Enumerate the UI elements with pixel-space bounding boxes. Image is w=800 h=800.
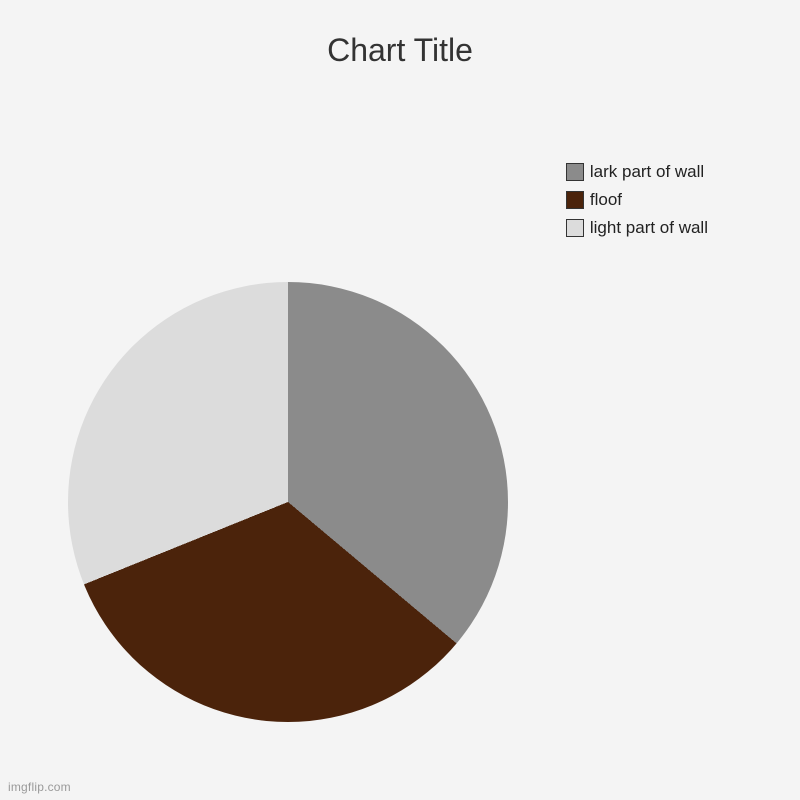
legend-swatch-floof xyxy=(566,191,584,209)
legend: lark part of wall floof light part of wa… xyxy=(566,162,708,238)
pie-chart xyxy=(68,282,508,722)
watermark: imgflip.com xyxy=(8,780,71,794)
pie-graphic xyxy=(68,282,508,722)
legend-swatch-light xyxy=(566,219,584,237)
legend-item: floof xyxy=(566,190,708,210)
chart-title: Chart Title xyxy=(0,32,800,69)
legend-label: light part of wall xyxy=(590,218,708,238)
legend-item: light part of wall xyxy=(566,218,708,238)
legend-item: lark part of wall xyxy=(566,162,708,182)
legend-swatch-lark xyxy=(566,163,584,181)
legend-label: floof xyxy=(590,190,622,210)
legend-label: lark part of wall xyxy=(590,162,704,182)
